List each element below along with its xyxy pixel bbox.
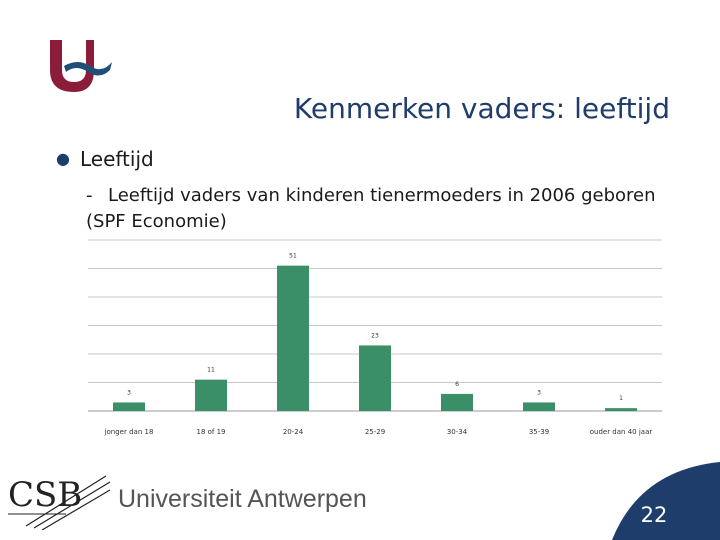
x-label-3: 20-24	[283, 428, 304, 436]
x-label-7: ouder dan 40 jaar	[590, 428, 653, 436]
chart-value-labels: 3 11 51 23 6 3 1	[127, 253, 623, 403]
chart-x-labels: jonger dan 18 18 of 19 20-24 25-29 30-34 35-3…	[104, 428, 653, 436]
bullet-dot-icon: ●	[56, 149, 70, 168]
bar-3	[277, 265, 309, 411]
bar-6	[523, 402, 555, 411]
value-label-1: 3	[127, 389, 131, 396]
csb-logo-icon: CSB	[8, 475, 111, 530]
chart-grid	[88, 239, 662, 383]
value-label-4: 23	[371, 332, 379, 339]
value-label-7: 1	[619, 395, 623, 402]
bar-2	[195, 379, 227, 411]
x-label-5: 30-34	[447, 428, 468, 436]
bar-5	[441, 393, 473, 411]
bar-chart: 3 11 51 23 6 3 1 jonger dan 18 18 of 19 20-24 25-…	[88, 239, 662, 436]
value-label-3: 51	[289, 253, 297, 260]
bar-4	[359, 345, 391, 411]
value-label-6: 3	[537, 389, 541, 396]
university-name: Universiteit Antwerpen	[118, 485, 367, 513]
dash-icon: -	[86, 185, 93, 206]
sub-bullet-item: - Leeftijd vaders van kinderen tienermoed…	[86, 183, 676, 235]
bar-1	[113, 402, 145, 411]
page-number: 22	[640, 503, 668, 527]
sub-bullet-text: Leeftijd vaders van kinderen tienermoede…	[86, 185, 656, 232]
x-label-6: 35-39	[529, 428, 549, 436]
bullet-item: ● Leeftijd	[56, 147, 154, 171]
bar-7	[605, 408, 637, 411]
x-label-1: jonger dan 18	[104, 428, 154, 436]
bullet-text: Leeftijd	[79, 147, 154, 171]
slide-title: Kenmerken vaders: leeftijd	[293, 92, 670, 125]
value-label-2: 11	[207, 367, 215, 374]
university-u-logo-icon	[50, 40, 112, 92]
x-label-4: 25-29	[365, 428, 385, 436]
x-label-2: 18 of 19	[196, 428, 225, 436]
value-label-5: 6	[455, 381, 459, 388]
svg-text:CSB: CSB	[8, 475, 82, 515]
chart-bars	[113, 265, 637, 411]
